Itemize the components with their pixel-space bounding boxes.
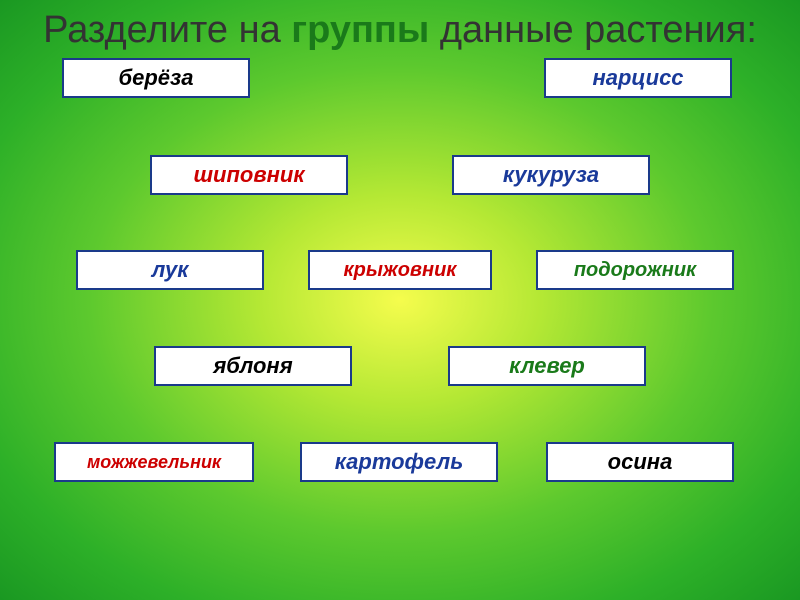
plant-box-yablonya[interactable]: яблоня <box>154 346 352 386</box>
title-highlight: группы <box>291 9 429 51</box>
plant-label: клевер <box>509 353 585 379</box>
plant-label: нарцисс <box>592 65 683 91</box>
plant-box-klever[interactable]: клевер <box>448 346 646 386</box>
plant-box-kukuruza[interactable]: кукуруза <box>452 155 650 195</box>
plant-label: можжевельник <box>87 452 221 473</box>
plant-label: осина <box>608 449 673 475</box>
plant-box-shipovnik[interactable]: шиповник <box>150 155 348 195</box>
plant-label: картофель <box>335 449 464 475</box>
plant-label: шиповник <box>193 162 304 188</box>
title-part1: Разделите на <box>43 9 291 51</box>
plant-box-osina[interactable]: осина <box>546 442 734 482</box>
page-title: Разделите на группы данные растения: <box>0 0 800 54</box>
plant-box-kartofel[interactable]: картофель <box>300 442 498 482</box>
plant-label: лук <box>152 257 189 283</box>
plant-label: крыжовник <box>344 259 457 282</box>
plant-label: подорожник <box>574 259 696 282</box>
plant-box-kryzhovnik[interactable]: крыжовник <box>308 250 492 290</box>
plant-box-narciss[interactable]: нарцисс <box>544 58 732 98</box>
plant-box-podorozhnik[interactable]: подорожник <box>536 250 734 290</box>
plant-label: берёза <box>119 65 194 91</box>
title-part2: данные растения: <box>429 9 757 51</box>
plant-label: кукуруза <box>503 162 599 188</box>
plant-box-mozhzhevelnik[interactable]: можжевельник <box>54 442 254 482</box>
plant-box-bereza[interactable]: берёза <box>62 58 250 98</box>
plant-label: яблоня <box>213 353 292 379</box>
plant-box-luk[interactable]: лук <box>76 250 264 290</box>
